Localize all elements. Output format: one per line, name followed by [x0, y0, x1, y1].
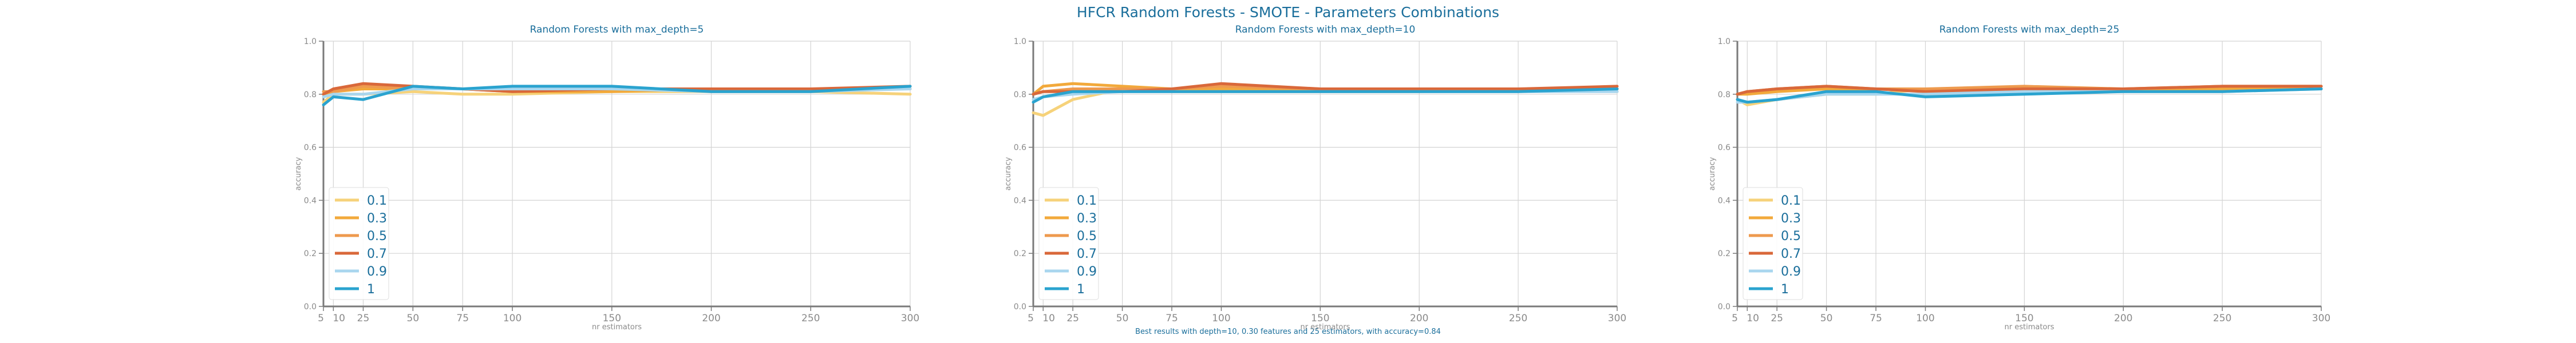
legend-label: 0.9 [1077, 265, 1097, 279]
x-tick-label: 5 [1028, 313, 1034, 324]
legend-label: 0.1 [367, 194, 387, 208]
x-tick-label: 50 [407, 313, 420, 324]
series-line-0-1 [322, 90, 912, 104]
x-tick-label: 100 [503, 313, 521, 324]
x-tick-label: 200 [702, 313, 720, 324]
x-tick-label: 300 [901, 313, 919, 324]
series-line-1 [1032, 87, 1619, 104]
x-tick-label: 50 [1820, 313, 1833, 324]
y-tick-label: 0.0 [1014, 302, 1026, 312]
x-tick-label: 300 [1608, 313, 1626, 324]
x-tick-label: 50 [1116, 313, 1129, 324]
legend-label: 1 [1077, 282, 1085, 297]
x-tick-label: 100 [1212, 313, 1230, 324]
y-tick-label: 0.4 [1718, 196, 1730, 205]
y-tick-label: 0.8 [1014, 90, 1026, 99]
y-tick-label: 0.2 [1718, 249, 1730, 258]
legend-label: 0.7 [1077, 247, 1097, 261]
chart-panel-3: 0.0 0.2 0.4 0.6 0.8 1.0 5 10 25 50 75 100 150 200 250 3… [1708, 24, 2330, 332]
series-line-1 [1736, 87, 2323, 104]
y-axis-label: accuracy [1708, 157, 1717, 190]
y-tick-label: 1.0 [1718, 37, 1730, 46]
y-tick-label: 0.8 [304, 90, 317, 99]
x-tick-label: 10 [333, 313, 345, 324]
x-tick-label: 150 [1311, 313, 1329, 324]
y-tick-label: 0.2 [1014, 249, 1026, 258]
legend-label: 0.7 [367, 247, 387, 261]
x-tick-label: 75 [456, 313, 469, 324]
best-results-note: Best results with depth=10, 0.30 feature… [1135, 328, 1441, 336]
x-tick-label: 25 [357, 313, 370, 324]
legend-label: 0.9 [1781, 265, 1801, 279]
legend-label: 0.1 [1781, 194, 1801, 208]
y-tick-label: 0.4 [304, 196, 317, 205]
x-axis-label: nr estimators [592, 323, 642, 332]
x-axis-label: nr estimators [2005, 323, 2055, 332]
x-tick-label: 150 [2015, 313, 2033, 324]
y-axis-label: accuracy [1004, 157, 1013, 190]
chart-title: Random Forests with max_depth=25 [1939, 24, 2120, 35]
legend-label: 0.9 [367, 265, 387, 279]
legend-label: 1 [367, 282, 375, 297]
legend-label: 0.7 [1781, 247, 1801, 261]
x-tick-label: 10 [1747, 313, 1759, 324]
y-axis-label: accuracy [294, 157, 303, 190]
y-tick-label: 0.4 [1014, 196, 1026, 205]
legend-label: 0.3 [1781, 212, 1801, 226]
x-tick-label: 25 [1771, 313, 1783, 324]
x-axis-label: nr estimators [1301, 323, 1350, 332]
legend-label: 0.5 [1077, 229, 1097, 244]
y-tick-label: 0.2 [304, 249, 317, 258]
legend-label: 0.3 [367, 212, 387, 226]
x-tick-label: 250 [1509, 313, 1527, 324]
x-tick-label: 250 [801, 313, 820, 324]
legend-label: 0.1 [1077, 194, 1097, 208]
figure-title: HFCR Random Forests - SMOTE - Parameters… [1077, 4, 1499, 21]
x-tick-label: 75 [1165, 313, 1178, 324]
x-tick-label: 5 [1732, 313, 1738, 324]
series-line-0-7 [1736, 85, 2323, 96]
x-tick-label: 150 [603, 313, 621, 324]
x-tick-label: 250 [2213, 313, 2231, 324]
y-tick-label: 0.6 [304, 143, 317, 153]
y-tick-label: 1.0 [304, 37, 317, 46]
y-tick-label: 0.6 [1718, 143, 1730, 153]
x-tick-label: 75 [1870, 313, 1882, 324]
series-line-0-7 [1032, 82, 1619, 96]
x-tick-label: 200 [1410, 313, 1428, 324]
x-tick-label: 10 [1042, 313, 1055, 324]
y-tick-label: 1.0 [1014, 37, 1026, 46]
x-tick-label: 200 [2114, 313, 2132, 324]
y-tick-label: 0.6 [1014, 143, 1026, 153]
legend-label: 0.5 [1781, 229, 1801, 244]
x-tick-label: 300 [2312, 313, 2330, 324]
y-tick-label: 0.0 [1718, 302, 1730, 312]
x-tick-label: 100 [1916, 313, 1934, 324]
y-tick-label: 0.0 [304, 302, 317, 312]
y-tick-label: 0.8 [1718, 90, 1730, 99]
series-line-1 [322, 85, 912, 106]
chart-panel-1: 0.0 0.2 0.4 0.6 0.8 1.0 5 10 25 50 75 100 150 200 250 3… [294, 24, 919, 332]
legend-label: 0.3 [1077, 212, 1097, 226]
chart-panel-2: 0.0 0.2 0.4 0.6 0.8 1.0 5 10 25 50 75 100 150 200 250 3… [1004, 24, 1626, 332]
legend-label: 1 [1781, 282, 1789, 297]
chart-title: Random Forests with max_depth=5 [530, 24, 704, 35]
x-tick-label: 25 [1066, 313, 1079, 324]
chart-title: Random Forests with max_depth=10 [1235, 24, 1416, 35]
x-tick-label: 5 [318, 313, 324, 324]
legend-label: 0.5 [367, 229, 387, 244]
